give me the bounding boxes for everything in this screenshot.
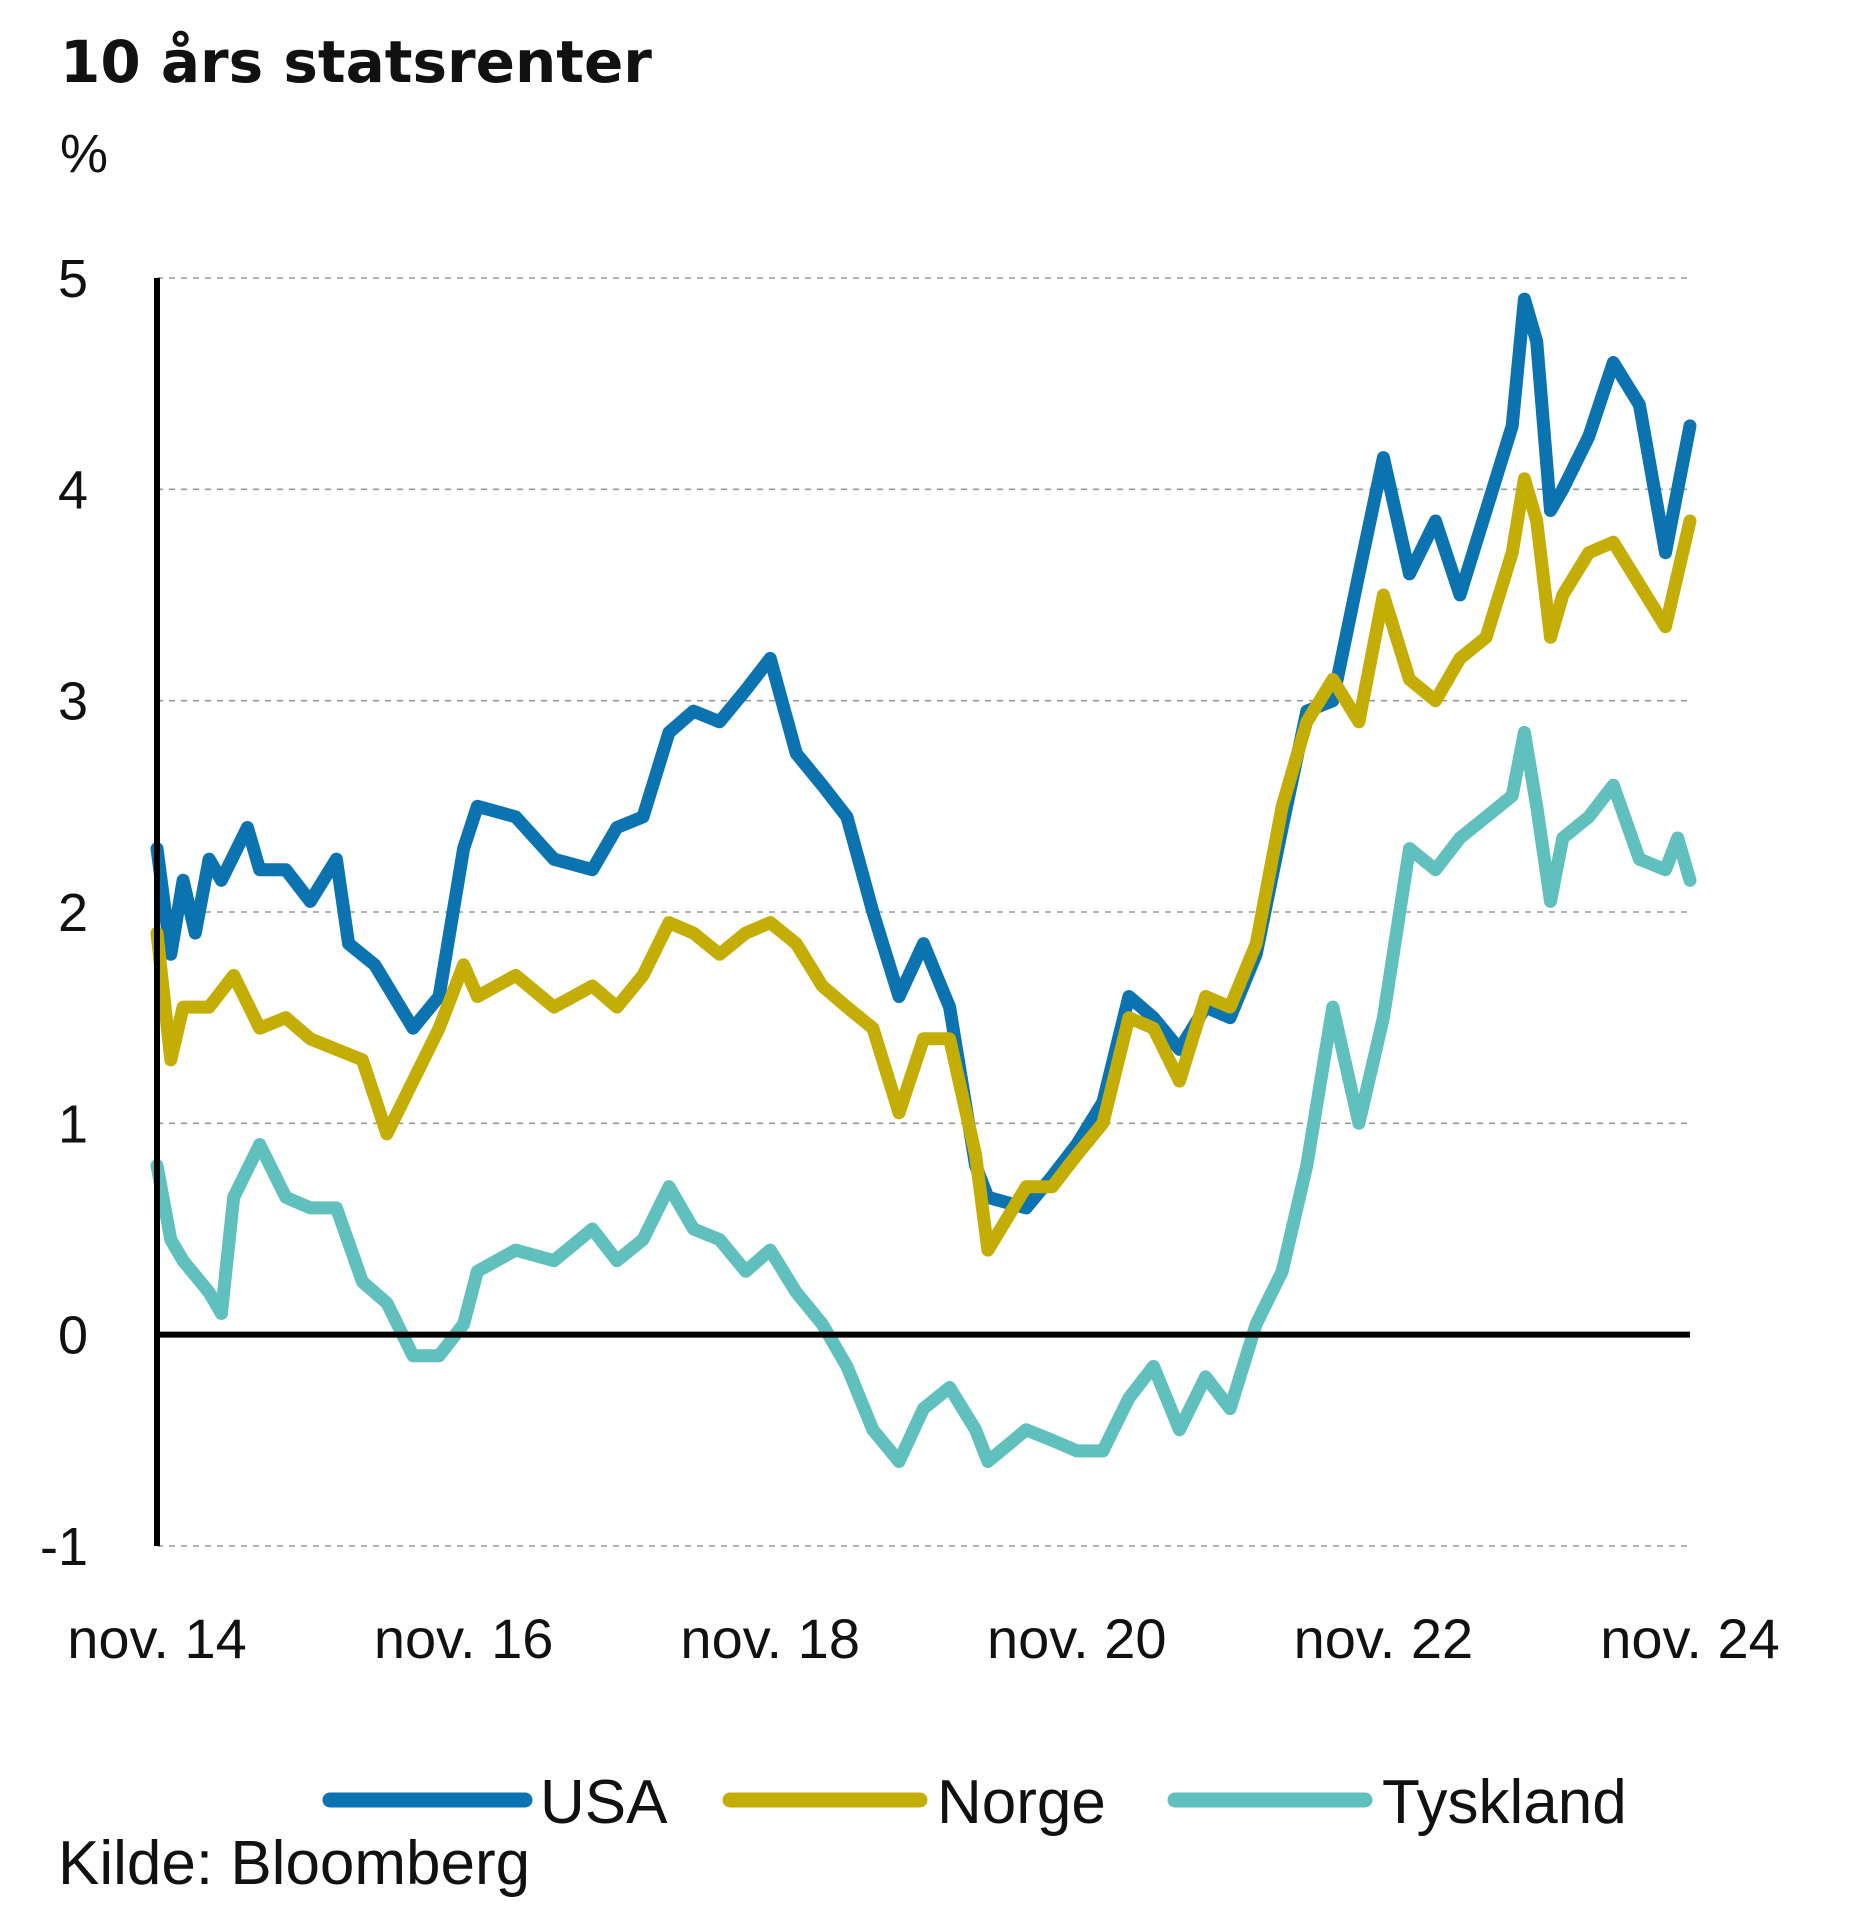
y-tick-label: 5 [58, 249, 88, 309]
series-line-usa [150, 292, 1697, 1215]
x-tick-label: nov. 24 [1600, 1607, 1780, 1670]
x-axis-ticks: nov. 14 nov. 16 nov. 18 nov. 20 nov. 22 nov. … [67, 1607, 1780, 1670]
axes [154, 278, 1690, 1546]
y-tick-label: -1 [40, 1517, 88, 1577]
y-tick-label: 3 [58, 672, 88, 732]
y-tick-label: 2 [58, 883, 88, 943]
x-tick-label: nov. 18 [680, 1607, 860, 1670]
x-tick-label: nov. 16 [374, 1607, 554, 1670]
y-tick-label: 4 [58, 460, 88, 520]
legend-label-tyskland: Tyskland [1382, 1768, 1627, 1837]
legend-label-usa: USA [540, 1768, 668, 1837]
x-tick-label: nov. 22 [1294, 1607, 1474, 1670]
legend-label-norge: Norge [937, 1768, 1106, 1837]
y-unit-label: % [60, 124, 108, 184]
source-note: Kilde: Bloomberg [58, 1829, 530, 1898]
series-line-tyskland [150, 725, 1697, 1468]
x-tick-label: nov. 14 [67, 1607, 247, 1670]
x-tick-label: nov. 20 [987, 1607, 1167, 1670]
y-tick-label: 0 [58, 1306, 88, 1366]
y-axis-ticks: 5 4 3 2 1 0 -1 [40, 249, 88, 1577]
legend: USA Norge Tyskland [322, 1768, 1627, 1837]
gridlines [157, 277, 1690, 1547]
series-lines [150, 292, 1697, 1468]
series-line-norge [150, 472, 1697, 1257]
y-tick-label: 1 [58, 1094, 88, 1154]
chart-title: 10 års statsrenter [60, 28, 652, 96]
